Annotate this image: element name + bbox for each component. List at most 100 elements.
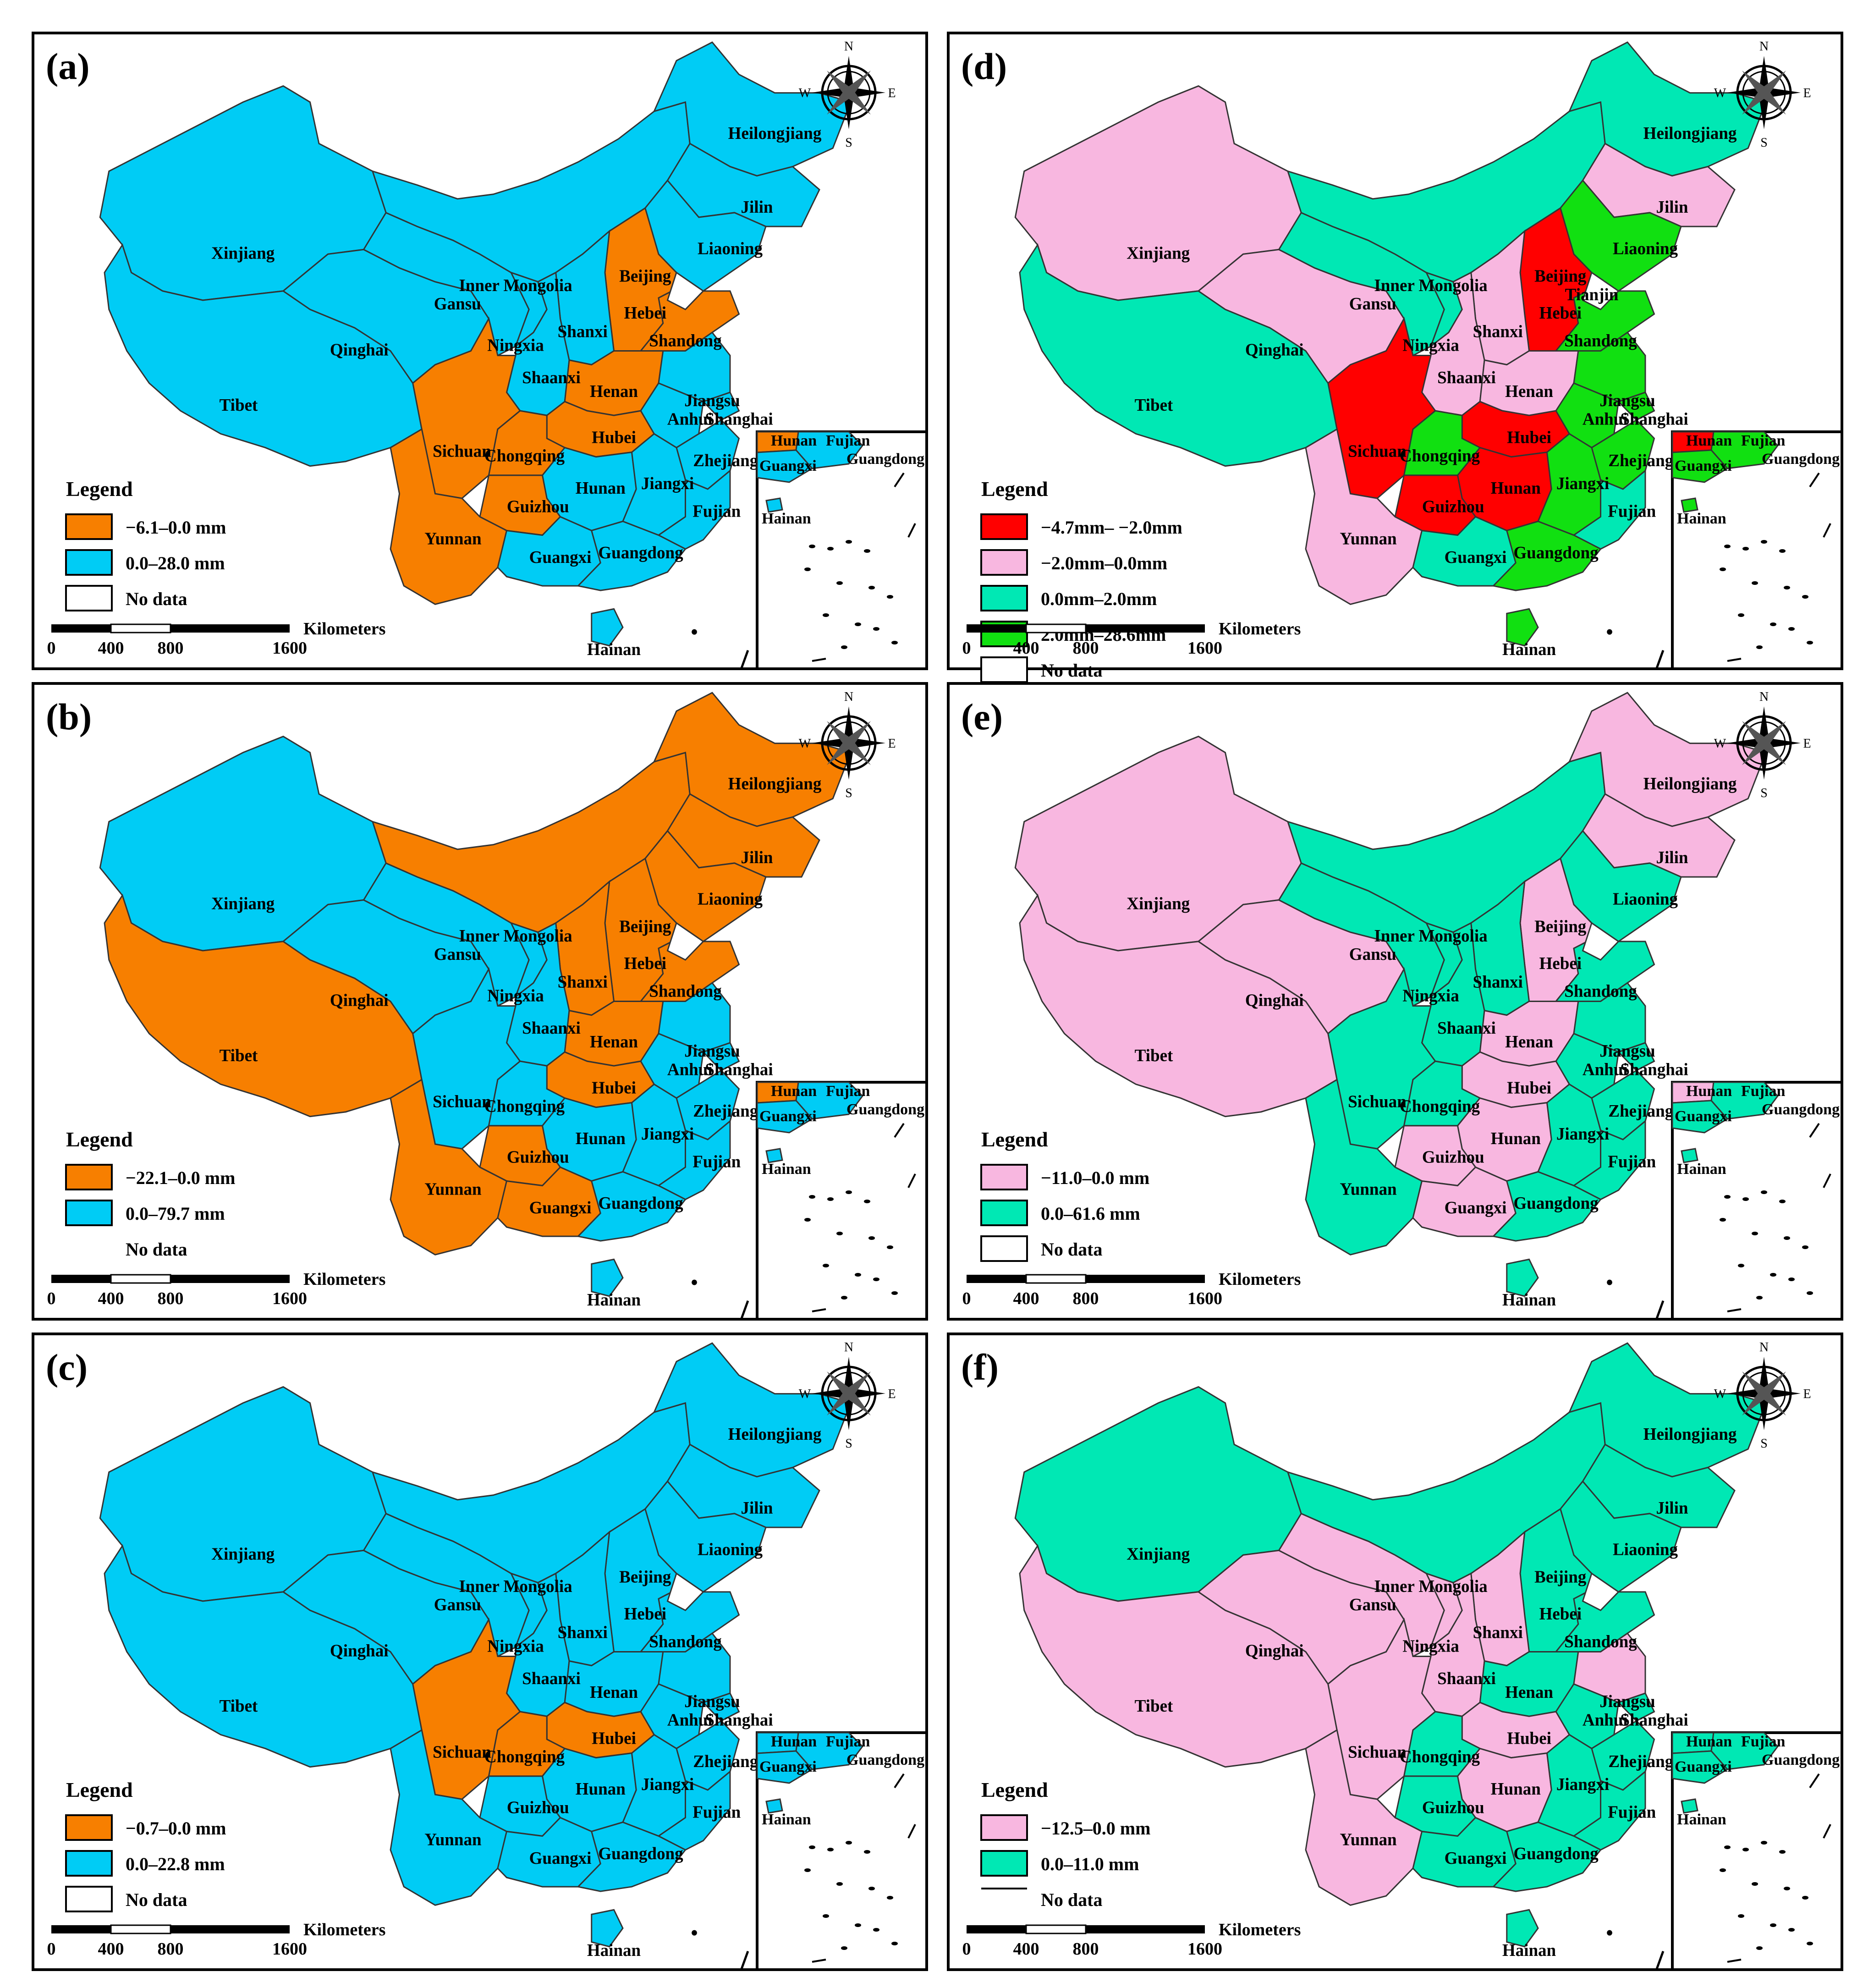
map-panel-c: (c)XinjiangTibetQinghaiGansuInner Mongol…: [33, 1334, 927, 1970]
province-label-guangxi: Guangxi: [529, 1198, 592, 1217]
inset-label-guangxi: Guangxi: [759, 1758, 817, 1775]
province-label-hunan: Hunan: [1491, 1779, 1541, 1799]
legend-label-0: −12.5–0.0 mm: [1041, 1818, 1150, 1839]
province-label-heilongjiang: Heilongjiang: [1643, 124, 1737, 143]
inset-island: [841, 1296, 847, 1300]
inset-island: [1720, 1868, 1726, 1872]
scale-tick-2: 800: [158, 1289, 184, 1308]
inset-island: [1724, 1195, 1731, 1199]
province-label-yunnan: Yunnan: [424, 529, 481, 549]
province-label-zhejiang: Zhejiang: [693, 451, 758, 470]
legend-swatch-2: [66, 586, 112, 611]
island-dash: [741, 650, 748, 669]
province-label-shandong: Shandong: [1564, 331, 1637, 351]
province-label-jilin: Jilin: [1656, 1498, 1688, 1518]
province-label-hunan: Hunan: [576, 479, 626, 498]
province-label-fujian: Fujian: [1608, 1802, 1656, 1822]
province-label-hainan: Hainan: [1502, 639, 1556, 659]
south-china-sea-inset: Hunan Fujian Guangxi Guangdong Hainan: [1672, 1082, 1842, 1319]
inset-island: [891, 1942, 898, 1945]
legend-title: Legend: [981, 477, 1048, 501]
legend-label-0: −11.0–0.0 mm: [1041, 1167, 1149, 1188]
inset-island: [1770, 622, 1776, 626]
province-label-hainan: Hainan: [587, 1290, 641, 1310]
province-label-jiangsu: Jiangsu: [684, 1692, 740, 1712]
compass-s-label: S: [1760, 786, 1768, 800]
inset-island: [809, 1195, 815, 1199]
legend-swatch-0: [66, 1165, 112, 1189]
compass-e-label: E: [1803, 1387, 1811, 1401]
inset-label-guangdong: Guangdong: [846, 1751, 924, 1768]
inset-island: [1756, 1946, 1763, 1950]
scale-tick-1: 400: [1013, 639, 1039, 658]
province-label-xinjiang: Xinjiang: [211, 1544, 275, 1564]
inset-island: [1742, 1197, 1749, 1201]
province-label-hainan: Hainan: [1502, 1290, 1556, 1310]
island-dash: [1656, 650, 1663, 669]
map-panel-f: (f)XinjiangTibetQinghaiGansuInner Mongol…: [948, 1334, 1842, 1970]
inset-island: [1742, 547, 1749, 551]
compass-n-label: N: [1759, 1340, 1769, 1355]
legend-swatch-1: [981, 1201, 1027, 1225]
province-label-gansu: Gansu: [1349, 1595, 1396, 1615]
province-label-ningxia: Ningxia: [487, 336, 544, 355]
scale-tick-1: 400: [98, 639, 124, 658]
inset-label-guangdong: Guangdong: [846, 1101, 924, 1118]
compass-s-label: S: [1760, 136, 1768, 150]
inset-island: [1807, 641, 1813, 644]
scale-tick-0: 0: [962, 1939, 971, 1959]
compass-e-label: E: [1803, 86, 1811, 100]
province-label-heilongjiang: Heilongjiang: [1643, 1425, 1737, 1444]
legend-label-0: −22.1–0.0 mm: [126, 1167, 235, 1188]
inset-island: [1807, 1291, 1813, 1295]
inset-label-guangxi: Guangxi: [759, 457, 817, 474]
legend-label-0: −0.7–0.0 mm: [126, 1818, 226, 1839]
legend-swatch-2: [66, 1236, 112, 1261]
inset-island: [846, 540, 852, 544]
province-label-heilongjiang: Heilongjiang: [728, 124, 822, 143]
legend-label-4: No data: [1041, 660, 1102, 681]
province-label-ningxia: Ningxia: [1402, 1636, 1459, 1656]
inset-island: [841, 1946, 847, 1950]
province-label-gansu: Gansu: [1349, 294, 1396, 314]
island-dot: [1607, 1280, 1612, 1285]
province-label-liaoning: Liaoning: [1613, 889, 1678, 909]
province-label-sichuan: Sichuan: [433, 1092, 491, 1112]
inset-label-guangxi: Guangxi: [1675, 1108, 1732, 1125]
compass-n-label: N: [1759, 690, 1769, 704]
compass-w-label: W: [1714, 737, 1726, 751]
province-label-guizhou: Guizhou: [1422, 1147, 1484, 1167]
province-label-fujian: Fujian: [1608, 501, 1656, 521]
province-label-shaanxi: Shaanxi: [522, 1018, 581, 1038]
scale-tick-2: 800: [158, 639, 184, 658]
scale-tick-3: 1600: [1187, 639, 1222, 658]
province-label-beijing: Beijing: [619, 1567, 671, 1587]
inset-label-hunan: Hunan: [771, 432, 817, 449]
scale-tick-0: 0: [47, 639, 56, 658]
inset-island: [1761, 1841, 1767, 1845]
island-dot: [1607, 629, 1612, 635]
inset-island: [891, 1291, 898, 1295]
inset-label-hainan: Hainan: [762, 1811, 811, 1828]
legend-swatch-1: [981, 550, 1027, 575]
scale-tick-2: 800: [1073, 1289, 1099, 1308]
legend-swatch-1: [66, 1201, 112, 1225]
province-label-inner-mongolia: Inner Mongolia: [459, 1576, 572, 1596]
province-label-shanxi: Shanxi: [1473, 1623, 1523, 1642]
province-label-shanghai: Shanghai: [1620, 1060, 1688, 1079]
map-panel-a: (a)XinjiangTibetQinghaiGansuInner Mongol…: [33, 33, 927, 669]
inset-island: [1779, 549, 1786, 553]
inset-label-hainan: Hainan: [1677, 510, 1726, 527]
province-label-guangdong: Guangdong: [598, 1844, 683, 1863]
province-label-fujian: Fujian: [692, 1152, 741, 1172]
province-label-gansu: Gansu: [434, 294, 481, 314]
legend-swatch-0: [66, 514, 112, 539]
compass-n-label: N: [844, 39, 853, 54]
panel-letter: (c): [46, 1346, 88, 1388]
province-label-liaoning: Liaoning: [1613, 239, 1678, 259]
province-label-hubei: Hubei: [1507, 1729, 1551, 1748]
legend-label-0: −4.7mm– −2.0mm: [1041, 517, 1182, 538]
province-label-ningxia: Ningxia: [1402, 986, 1459, 1006]
